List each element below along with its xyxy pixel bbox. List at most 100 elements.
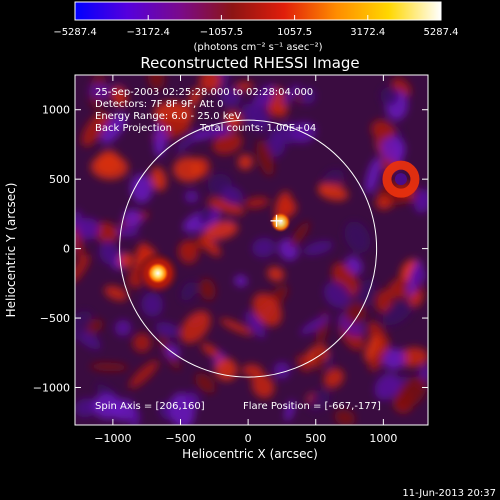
speckle-blob <box>219 87 242 108</box>
speckle-blob <box>251 374 275 399</box>
colorbar-ticks: −5287.4 −3172.4 −1057.5 1057.5 3172.4 5287.4 <box>53 15 459 38</box>
bright-sources <box>135 160 420 296</box>
speckle-blob <box>189 87 201 107</box>
speckle-blob <box>219 318 253 336</box>
speckle-blob <box>184 190 199 204</box>
annotation-time-range: 25-Sep-2003 02:25:28.000 to 02:28:04.000 <box>95 87 313 98</box>
colorbar-gradient <box>74 1 442 21</box>
annotation-total-counts: Total counts: 1.00E+04 <box>199 123 316 134</box>
solar-limb-circle <box>119 119 378 378</box>
speckle-blob <box>207 198 245 215</box>
source-ring-center <box>394 173 407 186</box>
speckle-blob <box>290 221 310 248</box>
speckle-blob <box>89 83 111 100</box>
speckle-blob <box>128 360 159 389</box>
speckle-blob <box>374 372 401 400</box>
speckle-blob <box>323 368 344 389</box>
speckle-blob <box>206 127 233 137</box>
plot-frame <box>74 74 429 426</box>
speckle-blob <box>132 333 152 353</box>
speckle-blob <box>382 348 406 370</box>
speckle-blob <box>75 310 92 341</box>
speckle-blob <box>380 136 406 162</box>
source-peak <box>146 262 169 285</box>
speckle-blob <box>252 292 282 327</box>
speckle-blob <box>89 362 129 372</box>
speckle-blob <box>158 117 191 133</box>
speckle-blob <box>244 196 270 209</box>
speckle-blob <box>98 240 119 265</box>
speckle-blob <box>382 300 413 326</box>
speckle-blob <box>110 86 128 107</box>
speckle-blob <box>375 195 393 210</box>
speckle-blob <box>409 267 427 285</box>
speckle-blob <box>212 132 243 155</box>
annotation-flare-position: Flare Position = [-667,-177] <box>243 401 381 412</box>
speckle-blob <box>234 275 248 287</box>
x-tick-label: 1000 <box>369 432 397 445</box>
colorbar-tick-label: −5287.4 <box>53 27 96 38</box>
speckle-blob <box>155 321 180 338</box>
speckle-blob <box>221 186 243 206</box>
speckle-blob <box>100 113 127 144</box>
speckle-blob <box>123 209 142 229</box>
speckle-blob <box>114 319 132 337</box>
speckle-blob <box>81 113 107 147</box>
annotation-method: Back Projection <box>95 123 172 134</box>
x-tick-label: 0 <box>245 432 252 445</box>
y-tick-label: −1000 <box>33 382 70 395</box>
speckle-blob <box>273 361 291 380</box>
emission-speckle <box>75 75 428 425</box>
annotation-block: 25-Sep-2003 02:25:28.000 to 02:28:04.000… <box>95 87 381 412</box>
speckle-blob <box>323 281 351 309</box>
colorbar-tick-label: −3172.4 <box>127 27 170 38</box>
colorbar-tick-label: −1057.5 <box>200 27 243 38</box>
speckle-blob <box>198 207 213 225</box>
speckle-blob <box>94 222 119 243</box>
speckle-blob <box>165 344 180 360</box>
speckle-blob <box>118 252 134 269</box>
speckle-blob <box>141 292 164 317</box>
y-tick-label: 1000 <box>42 104 70 117</box>
speckle-blob <box>150 166 167 192</box>
colorbar-tick-label: 3172.4 <box>350 27 385 38</box>
y-axis-label: Heliocentric Y (arcsec) <box>4 183 18 318</box>
speckle-blob <box>172 156 204 182</box>
speckle-blob <box>414 189 428 214</box>
speckle-blob <box>345 302 367 324</box>
speckle-blob <box>77 217 100 240</box>
x-tick-label: −500 <box>165 432 195 445</box>
speckle-blob <box>214 357 238 381</box>
speckle-blob <box>344 221 371 254</box>
speckle-blob <box>242 364 264 378</box>
annotation-spin-axis: Spin Axis = [206,160] <box>95 401 205 412</box>
speckle-blob <box>199 278 216 301</box>
speckle-blob <box>345 256 363 275</box>
speckle-blob <box>380 86 399 106</box>
speckle-blob <box>92 393 122 420</box>
x-tick-label: 500 <box>305 432 326 445</box>
speckle-blob <box>199 234 221 257</box>
speckle-blob <box>284 399 295 422</box>
y-tick-label: 0 <box>63 243 70 256</box>
speckle-blob <box>180 310 211 344</box>
x-tick-label: −1000 <box>94 432 131 445</box>
speckle-blob <box>308 389 330 412</box>
speckle-blob <box>180 281 197 301</box>
speckle-blob <box>237 154 254 170</box>
speckle-blob <box>235 81 254 91</box>
speckle-blob <box>395 376 427 410</box>
speckle-blob <box>178 240 199 264</box>
colorbar-tick-label: 5287.4 <box>424 27 459 38</box>
chart-title: Reconstructed RHESSI Image <box>140 54 359 72</box>
source-high <box>270 212 291 233</box>
speckle-blob <box>204 220 239 240</box>
annotation-detectors: Detectors: 7F 8F 9F, Att 0 <box>95 99 223 110</box>
axis-tick-labels: −1000 −500 0 500 1000 −1000 −500 0 500 1000 <box>33 104 398 445</box>
speckle-blob <box>225 111 242 130</box>
speckle-blob <box>365 157 381 194</box>
y-tick-label: 500 <box>49 173 70 186</box>
colorbar-unit-label: (photons cm⁻² s⁻¹ asec⁻²) <box>193 42 322 53</box>
speckle-blob <box>201 342 220 358</box>
